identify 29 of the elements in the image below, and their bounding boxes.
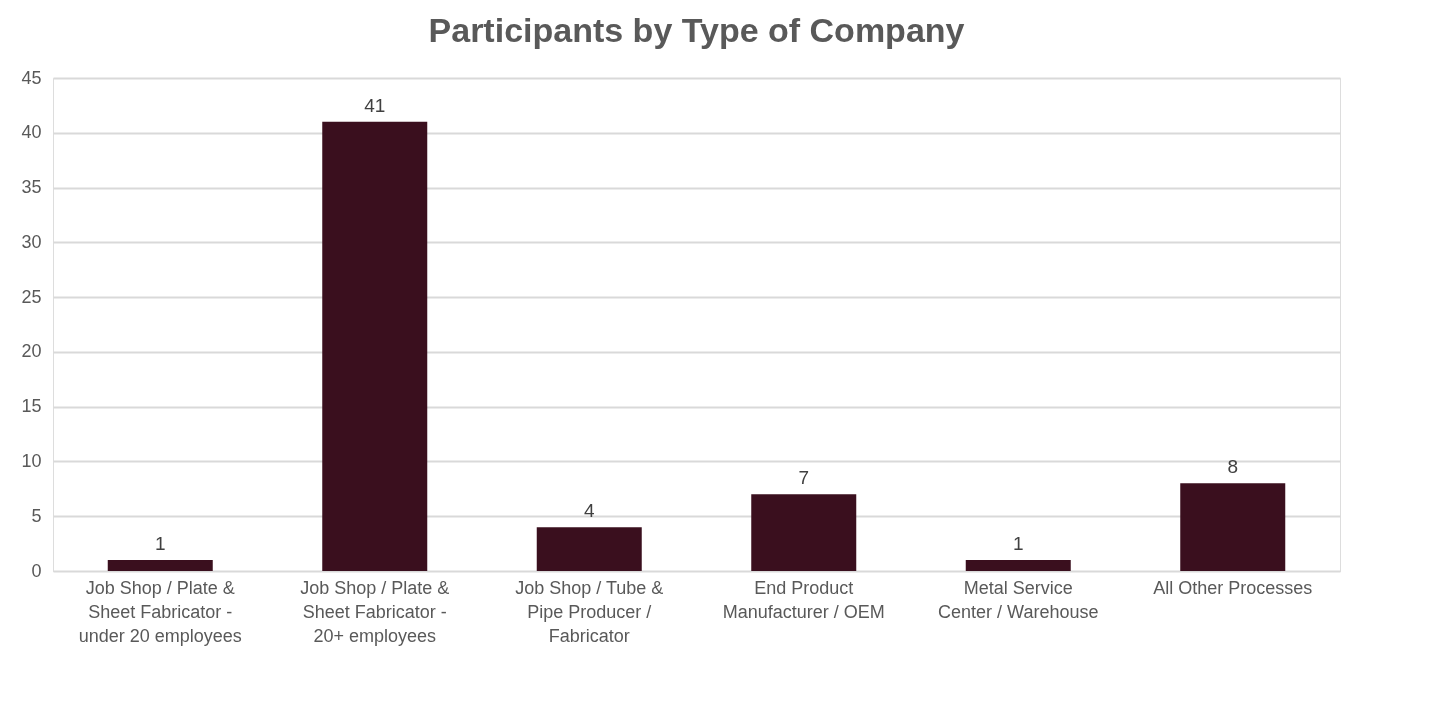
y-tick-label: 20 <box>21 341 42 362</box>
y-tick-label: 25 <box>21 286 42 307</box>
x-tick-label: Job Shop / Plate & Sheet Fabricator - 20+ employees <box>300 577 450 646</box>
bar <box>751 494 857 571</box>
data-label: 4 <box>583 500 595 522</box>
y-tick-label: 10 <box>21 450 42 471</box>
y-tick-label: 0 <box>31 560 42 581</box>
bar <box>322 121 428 571</box>
y-tick-label: 45 <box>21 67 42 88</box>
data-label: 1 <box>1012 533 1024 555</box>
x-tick-label: Job Shop / Tube & Pipe Producer / Fabricator <box>515 577 664 646</box>
bar <box>536 527 642 571</box>
bar <box>965 560 1071 571</box>
y-tick-label: 30 <box>21 231 42 252</box>
data-label: 41 <box>364 94 386 116</box>
y-tick-label: 15 <box>21 396 42 417</box>
x-tick-label: Metal Service Center / Warehouse <box>938 577 1099 622</box>
data-label: 7 <box>798 467 810 489</box>
x-tick-label: End Product Manufacturer / OEM <box>722 577 885 622</box>
data-label: 8 <box>1227 456 1239 478</box>
y-tick-label: 5 <box>31 505 42 526</box>
chart-title: Participants by Type of Company <box>428 11 965 49</box>
x-tick-label: All Other Processes <box>1153 577 1313 598</box>
x-tick-label: Job Shop / Plate & Sheet Fabricator - under 20 employees <box>78 577 242 646</box>
data-label: 1 <box>154 533 166 555</box>
bar <box>107 560 213 571</box>
bar <box>1180 483 1286 571</box>
y-tick-label: 35 <box>21 177 42 198</box>
y-tick-label: 40 <box>21 122 42 143</box>
